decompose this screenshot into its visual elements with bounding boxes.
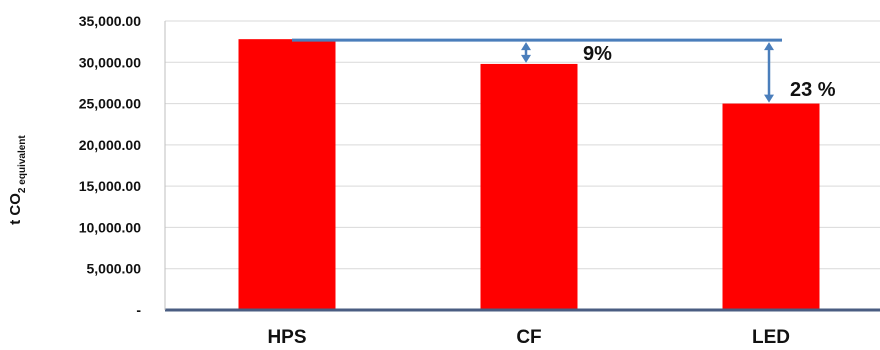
bar-cf	[480, 63, 578, 311]
x-tick-label: HPS	[267, 327, 306, 348]
x-tick-label: CF	[516, 327, 541, 348]
reduction-label: 9%	[583, 43, 612, 65]
y-tick-label: 20,000.00	[79, 137, 141, 153]
arrow-head-up	[521, 42, 531, 51]
y-axis-label-suffix: equivalent	[17, 135, 28, 188]
y-tick-label: 30,000.00	[79, 54, 141, 70]
y-axis-label-sub: 2	[17, 187, 28, 193]
bar-hps	[238, 39, 336, 311]
arrow-head-down	[521, 54, 531, 63]
arrow-head-down	[764, 94, 774, 103]
y-tick-label: 35,000.00	[79, 13, 141, 29]
y-tick-labels: - 5,000.00 10,000.00 15,000.00 20,000.00 25,0…	[79, 13, 142, 318]
reduction-annotations: 9% 23 %	[292, 38, 836, 103]
y-axis-label: t CO2 equivalent	[7, 135, 28, 225]
reduction-label: 23 %	[790, 79, 836, 101]
bars	[238, 39, 820, 311]
y-tick-label: 15,000.00	[79, 178, 141, 194]
x-tick-labels: HPS CF LED	[267, 327, 790, 348]
bar-led	[722, 103, 820, 310]
y-tick-label: 25,000.00	[79, 96, 141, 112]
y-axis-label-main: t CO	[7, 193, 24, 225]
y-tick-label: 10,000.00	[79, 219, 141, 235]
y-tick-label: -	[136, 302, 141, 318]
x-tick-label: LED	[752, 327, 790, 348]
arrow-head-up	[764, 42, 774, 51]
y-tick-label: 5,000.00	[87, 261, 142, 277]
